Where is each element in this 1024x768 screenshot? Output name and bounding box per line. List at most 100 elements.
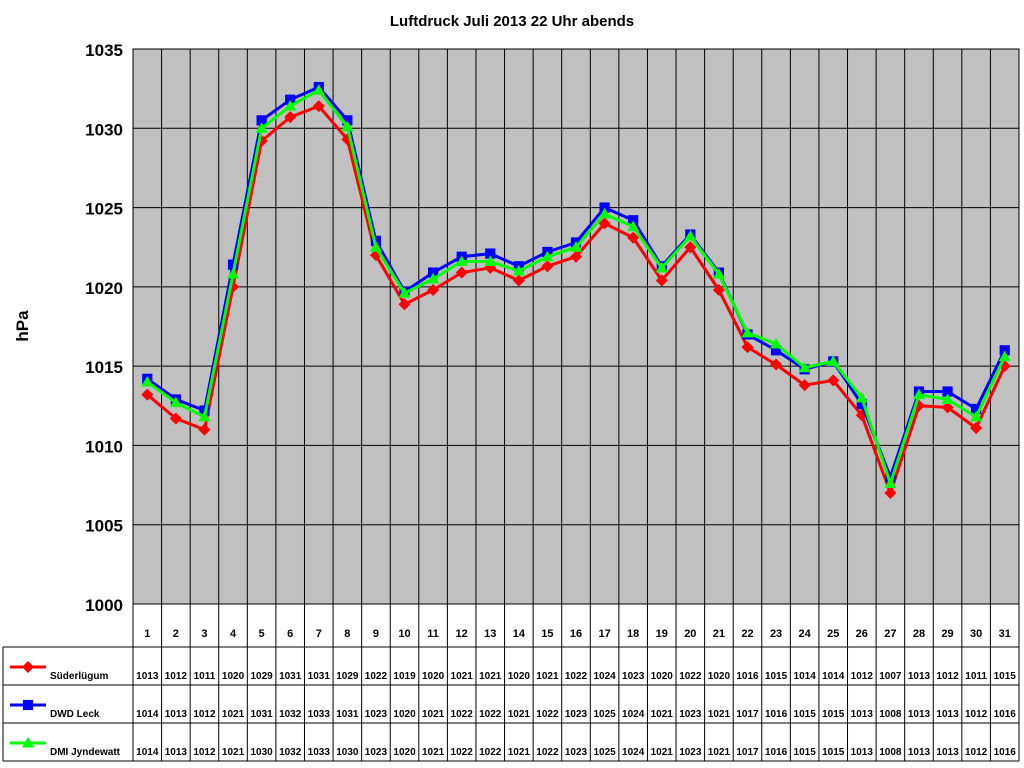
x-tick-label: 22 xyxy=(741,628,753,640)
data-point xyxy=(398,287,411,298)
plot-background xyxy=(133,49,1019,604)
data-point xyxy=(198,410,211,422)
table-value: 1020 xyxy=(393,747,416,758)
x-tick-label: 13 xyxy=(484,628,496,640)
table-value: 1016 xyxy=(994,747,1017,758)
series-layer xyxy=(141,81,1011,499)
data-point xyxy=(627,231,640,244)
table-value: 1022 xyxy=(679,671,702,682)
table-value: 1011 xyxy=(194,671,216,682)
data-point xyxy=(770,345,782,356)
table-value: 1013 xyxy=(908,747,931,758)
table-value: 1015 xyxy=(765,671,788,682)
data-point xyxy=(770,337,783,349)
data-point xyxy=(655,274,668,287)
table-value: 1015 xyxy=(994,671,1017,682)
data-point xyxy=(284,111,297,124)
table-value: 1021 xyxy=(708,747,731,758)
x-tick-label: 9 xyxy=(373,628,379,640)
x-tick-label: 14 xyxy=(513,628,526,640)
data-point xyxy=(198,423,211,436)
x-tick-label: 23 xyxy=(770,628,782,640)
y-axis-label: hPa xyxy=(13,310,32,342)
table-value: 1021 xyxy=(708,709,731,720)
table-value: 1021 xyxy=(422,747,445,758)
y-tick-label: 1030 xyxy=(85,120,123,139)
table-value: 1032 xyxy=(279,709,302,720)
data-point xyxy=(712,268,725,279)
x-tick-label: 15 xyxy=(541,628,553,640)
table-value: 1021 xyxy=(451,671,474,682)
x-tick-label: 29 xyxy=(941,628,953,640)
y-tick-label: 1015 xyxy=(85,358,123,377)
data-point xyxy=(312,84,325,95)
data-point xyxy=(484,255,497,266)
table-value: 1021 xyxy=(536,671,559,682)
data-point xyxy=(285,94,296,105)
data-point xyxy=(798,361,811,373)
table-value: 1022 xyxy=(536,747,559,758)
y-tick-label: 1020 xyxy=(85,279,123,298)
series-diamond xyxy=(141,100,1011,499)
data-point xyxy=(971,403,982,415)
table-value: 1021 xyxy=(508,747,531,758)
plot-area: 1000 1005 1010 1015 1020 1025 1030 1035 xyxy=(85,41,1020,615)
table-value: 1031 xyxy=(250,709,273,720)
table-value: 1033 xyxy=(308,747,331,758)
table-value: 1013 xyxy=(136,671,159,682)
table-value: 1023 xyxy=(679,709,702,720)
table-value: 1020 xyxy=(508,671,531,682)
data-point xyxy=(227,259,239,270)
table-value: 1023 xyxy=(622,671,645,682)
table-value: 1012 xyxy=(193,747,216,758)
y-tick-label: 1010 xyxy=(85,437,123,456)
data-point xyxy=(712,284,725,297)
data-point xyxy=(798,379,811,392)
table-value: 1031 xyxy=(279,671,302,682)
data-point xyxy=(627,220,640,232)
table-value: 1031 xyxy=(308,671,331,682)
table-value: 1023 xyxy=(365,709,388,720)
legend-key-marker xyxy=(22,737,34,748)
table-value: 1021 xyxy=(479,671,502,682)
table-value: 1011 xyxy=(965,671,987,682)
table-value: 1012 xyxy=(851,671,874,682)
table-value: 1029 xyxy=(250,671,273,682)
table-value: 1013 xyxy=(936,747,959,758)
table-value: 1033 xyxy=(308,709,331,720)
table-value: 1013 xyxy=(851,709,874,720)
x-tick-label: 16 xyxy=(570,628,582,640)
table-value: 1020 xyxy=(393,709,416,720)
table-value: 1015 xyxy=(794,747,817,758)
table-value: 1016 xyxy=(994,709,1017,720)
plot-border xyxy=(132,48,1020,605)
legend-key-marker xyxy=(22,661,34,673)
table-value: 1021 xyxy=(651,747,674,758)
chart-title: Luftdruck Juli 2013 22 Uhr abends xyxy=(390,13,634,30)
data-point xyxy=(570,241,582,252)
x-tick-label: 30 xyxy=(970,628,982,640)
x-tick-label: 12 xyxy=(456,628,468,640)
legend-key-marker xyxy=(22,699,34,711)
data-point xyxy=(512,274,525,287)
data-point xyxy=(427,267,439,278)
x-tick-label: 27 xyxy=(884,628,896,640)
data-point xyxy=(885,472,896,483)
table-value: 1024 xyxy=(593,671,616,682)
x-tick-label: 5 xyxy=(259,628,265,640)
data-point xyxy=(770,358,783,371)
table-value: 1024 xyxy=(622,709,645,720)
data-point xyxy=(342,115,353,126)
data-point xyxy=(312,100,325,113)
x-tick-label: 1 xyxy=(144,628,150,640)
table-value: 1021 xyxy=(222,709,245,720)
data-point xyxy=(855,391,868,403)
table-value: 1022 xyxy=(365,671,388,682)
data-point xyxy=(541,250,554,262)
table-value: 1025 xyxy=(593,747,616,758)
table-value: 1021 xyxy=(222,747,245,758)
data-point xyxy=(256,115,267,126)
table-value: 1012 xyxy=(165,671,188,682)
data-point xyxy=(169,412,182,425)
x-tick-label: 7 xyxy=(316,628,322,640)
